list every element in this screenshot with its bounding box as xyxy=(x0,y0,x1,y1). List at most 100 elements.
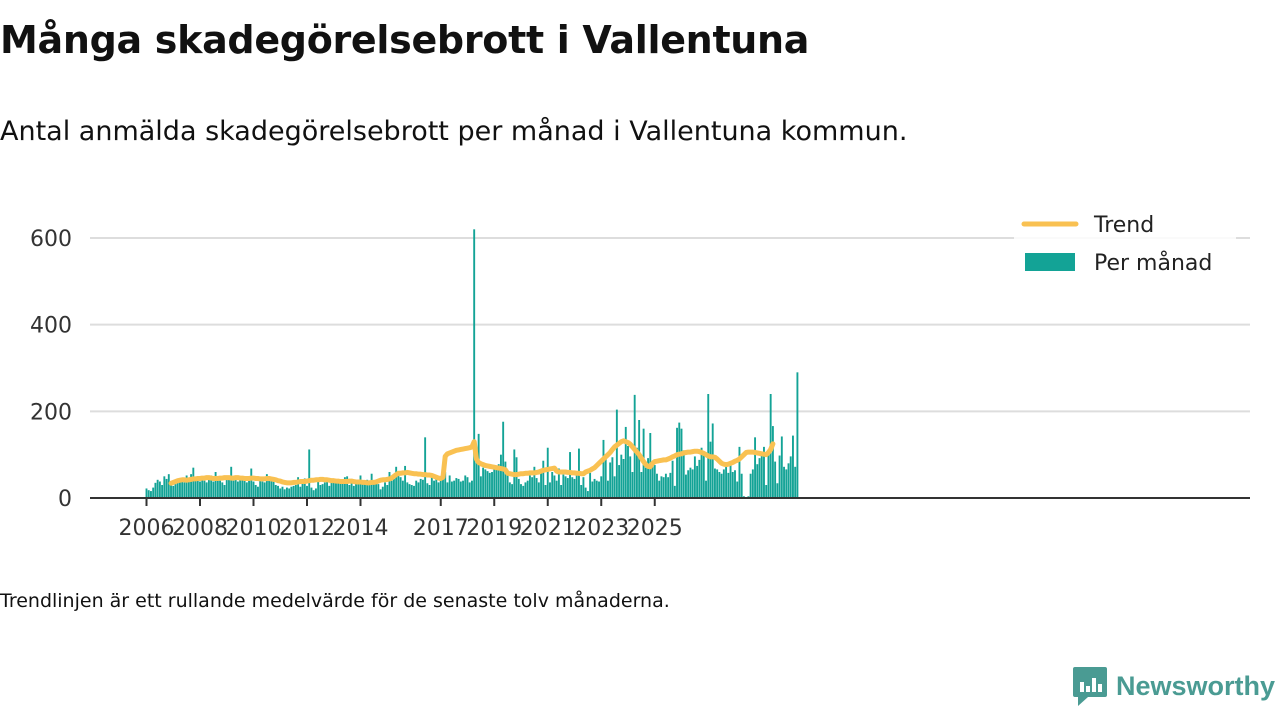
bar xyxy=(725,466,728,498)
bar xyxy=(462,480,464,498)
bar xyxy=(395,466,398,498)
bar xyxy=(214,472,217,498)
bar xyxy=(678,422,681,498)
bar xyxy=(288,488,291,498)
bar xyxy=(259,479,262,498)
bar xyxy=(569,452,571,498)
bar xyxy=(756,464,759,498)
bar xyxy=(580,485,583,498)
bar xyxy=(676,427,678,498)
bar xyxy=(361,481,364,498)
bar xyxy=(542,460,545,498)
bar xyxy=(312,490,315,498)
bar xyxy=(471,480,473,498)
bar xyxy=(535,478,538,498)
bar xyxy=(671,460,674,498)
bar xyxy=(243,480,246,498)
bar xyxy=(533,466,536,498)
bar xyxy=(540,471,543,498)
bar xyxy=(497,464,500,498)
legend-bar-swatch xyxy=(1025,253,1075,271)
bar xyxy=(245,482,248,498)
bar xyxy=(662,477,665,498)
bar xyxy=(274,485,277,498)
bar xyxy=(696,465,699,498)
bar xyxy=(785,469,788,498)
bar xyxy=(392,478,395,498)
bar xyxy=(511,484,514,498)
bar xyxy=(272,477,275,498)
bar xyxy=(609,462,612,498)
bar xyxy=(749,473,752,498)
bar xyxy=(254,485,257,498)
bar xyxy=(789,456,792,498)
bar xyxy=(372,480,375,498)
bar xyxy=(419,478,422,498)
bar xyxy=(517,478,520,498)
bar xyxy=(792,435,794,498)
bar xyxy=(495,467,498,498)
bar xyxy=(680,428,683,498)
bar xyxy=(261,481,264,498)
bar xyxy=(183,482,186,498)
bar xyxy=(664,473,667,498)
bar xyxy=(424,437,427,498)
bar xyxy=(751,469,754,498)
bar xyxy=(656,473,658,498)
bar xyxy=(520,484,522,498)
bar xyxy=(713,468,716,498)
bar xyxy=(783,466,785,498)
bar xyxy=(290,486,293,498)
bar xyxy=(221,482,224,498)
bar xyxy=(277,485,279,498)
y-axis-ticks: 0 200 400 600 xyxy=(30,227,72,512)
bar xyxy=(381,486,384,498)
bar xyxy=(502,421,505,498)
bar xyxy=(270,478,273,498)
bar xyxy=(421,479,424,498)
bar xyxy=(442,466,444,498)
trend-line xyxy=(168,438,776,486)
bar xyxy=(640,472,643,498)
bar xyxy=(484,469,487,498)
bar xyxy=(375,481,378,498)
bar xyxy=(388,472,391,498)
bar xyxy=(651,463,654,498)
bar xyxy=(181,478,184,498)
bar xyxy=(323,482,326,498)
bar xyxy=(257,486,259,498)
bar xyxy=(319,485,322,498)
bar xyxy=(771,426,774,498)
bar xyxy=(185,475,188,498)
chart-title: Många skadegörelsebrott i Vallentuna xyxy=(0,18,810,62)
bar xyxy=(709,441,712,498)
bar xyxy=(433,480,436,498)
bar xyxy=(702,452,705,498)
bar xyxy=(308,449,311,498)
bar xyxy=(326,480,329,498)
bar xyxy=(776,483,779,498)
bar xyxy=(417,482,420,498)
bar xyxy=(734,470,736,498)
bar xyxy=(629,456,632,498)
bar xyxy=(571,477,574,498)
bar xyxy=(390,480,393,498)
bar xyxy=(341,479,344,498)
bar xyxy=(720,473,723,498)
x-tick-label: 2019 xyxy=(466,516,522,541)
bar xyxy=(493,469,496,498)
bar xyxy=(297,477,300,498)
bar xyxy=(413,485,415,498)
bar xyxy=(787,463,790,498)
bar xyxy=(700,447,703,498)
bar xyxy=(459,481,462,498)
bar xyxy=(154,482,157,498)
bar xyxy=(760,454,763,498)
bar xyxy=(528,475,531,498)
bar xyxy=(328,485,331,498)
bar xyxy=(546,447,549,498)
x-tick-label: 2023 xyxy=(573,516,629,541)
bar xyxy=(796,372,799,498)
x-tick-label: 2010 xyxy=(226,516,282,541)
bar xyxy=(667,477,670,498)
